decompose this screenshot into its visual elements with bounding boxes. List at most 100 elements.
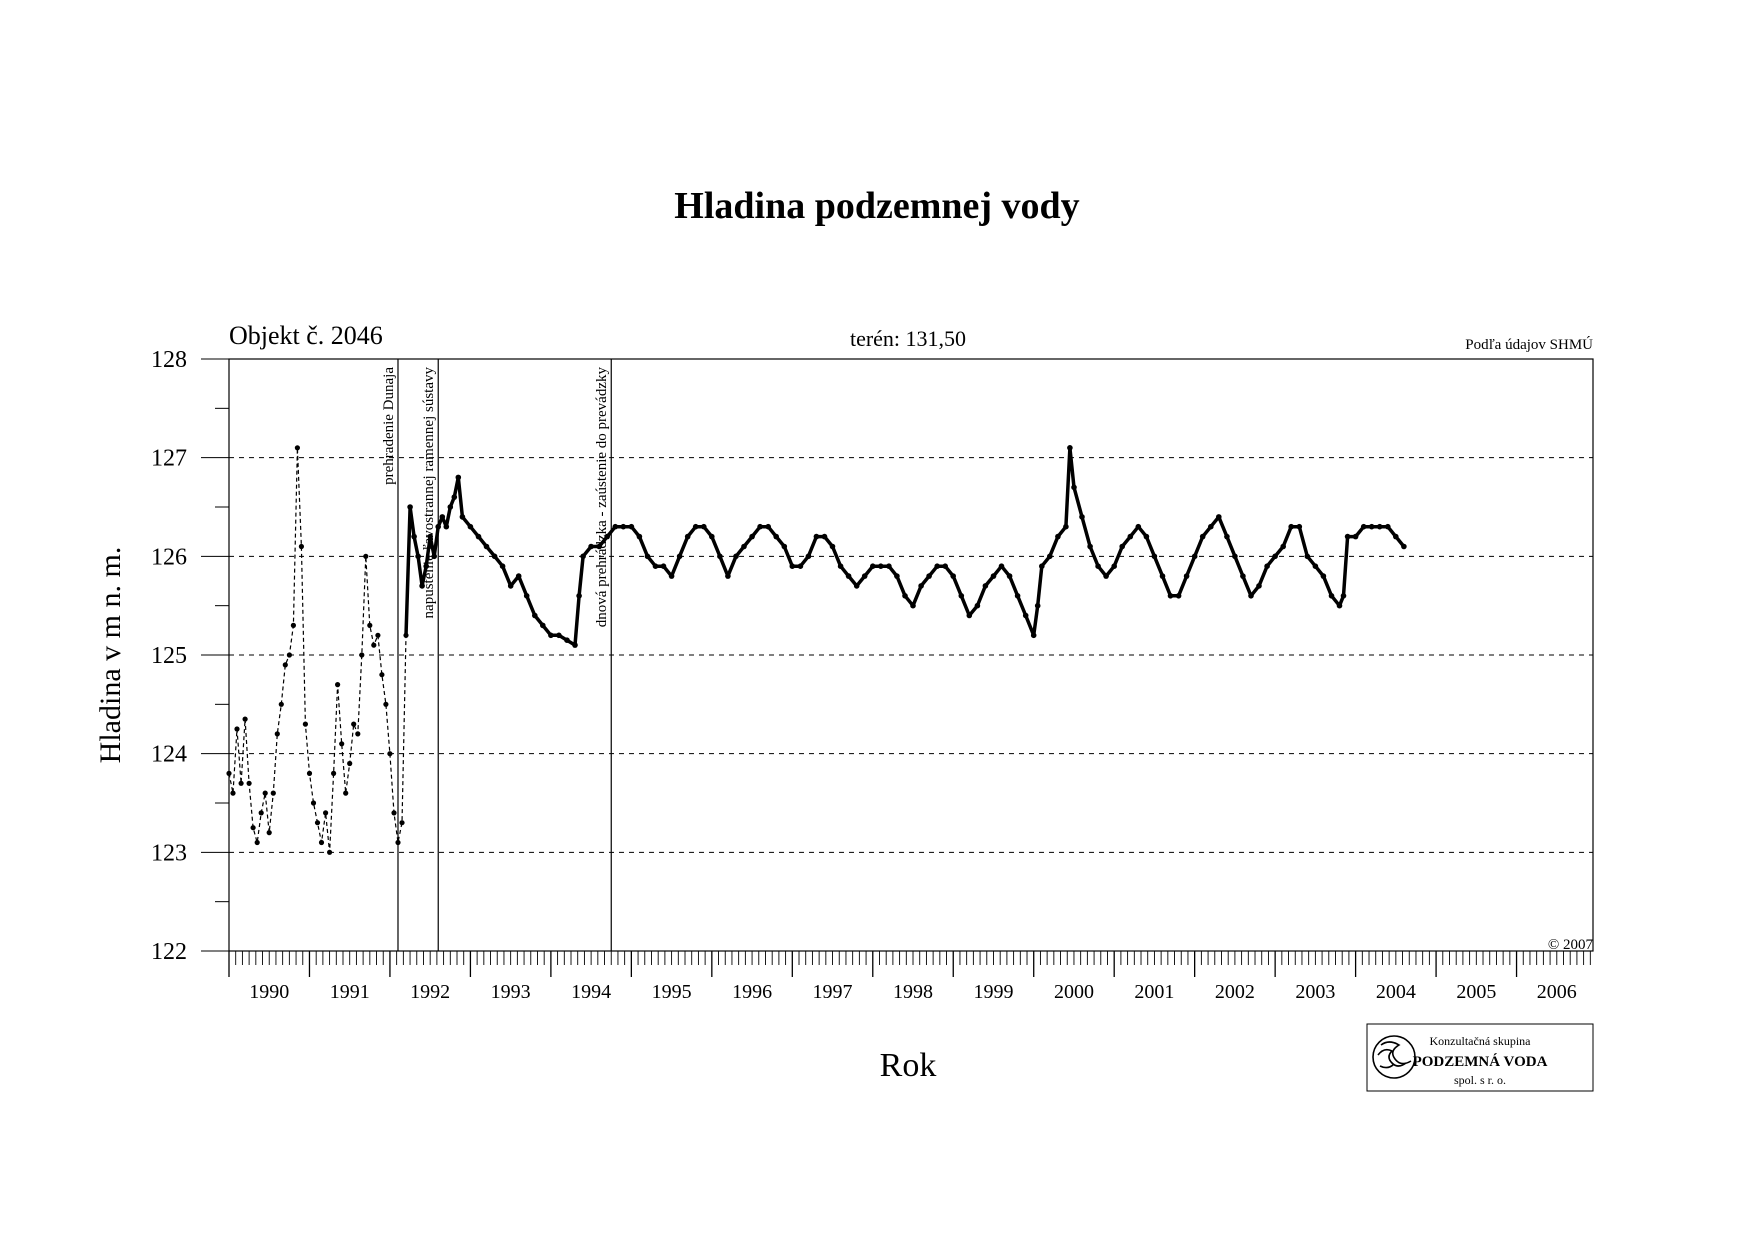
data-point	[294, 445, 300, 451]
data-point	[998, 563, 1005, 569]
logo-line2: PODZEMNÁ VODA	[1413, 1053, 1548, 1070]
data-point	[870, 563, 876, 569]
data-point	[701, 523, 707, 530]
y-axis-label: Hladina v m n. m.	[94, 547, 127, 764]
data-point	[1087, 543, 1093, 550]
data-point	[1167, 593, 1174, 599]
data-point	[314, 820, 321, 826]
data-point	[318, 839, 325, 846]
data-point	[1191, 553, 1198, 560]
y-grid-lines	[229, 457, 1593, 853]
data-point	[387, 751, 393, 757]
data-point	[435, 523, 442, 530]
data-point	[298, 543, 304, 550]
company-logo: Konzultačná skupina PODZEMNÁ VODA spol. …	[1366, 1023, 1594, 1092]
data-point	[797, 563, 804, 569]
data-point	[459, 514, 466, 520]
y-tick-label: 123	[151, 840, 187, 866]
data-point	[391, 810, 397, 816]
data-point	[982, 583, 989, 589]
data-point	[845, 573, 852, 579]
x-tick-label: 2005	[1456, 981, 1496, 1003]
data-point	[327, 849, 333, 855]
data-point	[950, 573, 956, 579]
logo-line1: Konzultačná skupina	[1430, 1034, 1532, 1048]
data-point	[813, 533, 820, 540]
data-point	[1336, 602, 1343, 609]
data-point	[1151, 553, 1158, 560]
data-point	[1393, 533, 1399, 540]
data-point	[580, 553, 586, 560]
data-point	[789, 563, 796, 569]
data-point	[250, 825, 256, 831]
x-tick-label: 2006	[1537, 981, 1577, 1003]
x-tick-label: 1995	[652, 981, 692, 1003]
data-point	[515, 573, 522, 579]
data-point	[894, 573, 900, 579]
data-point	[1039, 563, 1045, 569]
data-point	[499, 563, 506, 569]
event-label-0: prehradenie Dunaja	[381, 367, 397, 485]
data-point	[1006, 573, 1013, 579]
data-point	[1055, 533, 1061, 540]
object-label: Objekt č. 2046	[229, 321, 383, 350]
data-point	[467, 523, 474, 530]
data-point	[853, 583, 860, 589]
data-point	[741, 543, 747, 550]
data-point	[1248, 593, 1254, 599]
event-lines: prehradenie Dunaja napustenie ľavostranne…	[381, 359, 612, 951]
data-point	[1063, 523, 1069, 530]
logo-mark	[1372, 1035, 1416, 1079]
x-tick-label: 2002	[1215, 981, 1255, 1003]
data-point	[1127, 533, 1134, 540]
data-point	[837, 563, 844, 569]
data-point	[1280, 543, 1286, 550]
data-point	[1232, 553, 1238, 560]
data-point	[395, 839, 401, 846]
data-point	[717, 553, 723, 560]
data-point	[588, 543, 594, 550]
data-point	[564, 637, 570, 643]
data-point	[1376, 523, 1383, 530]
x-tick-label: 1993	[491, 981, 531, 1003]
data-point	[910, 602, 916, 609]
copyright-label: © 2007	[1548, 937, 1594, 953]
data-point	[439, 514, 446, 520]
data-point	[684, 533, 691, 540]
data-point	[475, 533, 482, 540]
x-tick-label: 1998	[893, 981, 933, 1003]
data-point	[942, 563, 948, 569]
data-point	[652, 563, 659, 569]
data-point	[821, 533, 828, 540]
data-point	[1079, 514, 1085, 520]
data-point	[1022, 612, 1029, 619]
data-point	[1401, 543, 1407, 550]
x-tick-label: 2001	[1134, 981, 1174, 1003]
data-point	[1288, 523, 1294, 530]
data-point	[451, 494, 458, 500]
data-point	[926, 573, 932, 579]
data-point	[644, 553, 651, 560]
data-point	[278, 701, 284, 707]
data-point	[375, 632, 381, 638]
data-point	[411, 533, 417, 540]
x-tick-label: 1999	[973, 981, 1013, 1003]
data-point	[886, 563, 892, 569]
data-point	[274, 731, 280, 737]
data-point	[1256, 583, 1262, 589]
data-point	[958, 593, 965, 599]
data-point	[491, 553, 498, 560]
data-point	[1071, 484, 1077, 491]
data-point	[367, 622, 373, 629]
y-tick-label: 125	[151, 643, 187, 669]
data-point	[1047, 553, 1053, 560]
logo-line3: spol. s r. o.	[1454, 1073, 1506, 1087]
data-point	[1183, 573, 1190, 579]
data-point	[359, 652, 365, 658]
data-point	[1095, 563, 1101, 569]
data-point	[781, 543, 788, 550]
event-label-2: dnová prehrádzka - zaústenie do prevádzk…	[594, 367, 610, 628]
data-point	[302, 721, 308, 727]
data-point	[455, 474, 462, 481]
x-tick-label: 2000	[1054, 981, 1094, 1003]
